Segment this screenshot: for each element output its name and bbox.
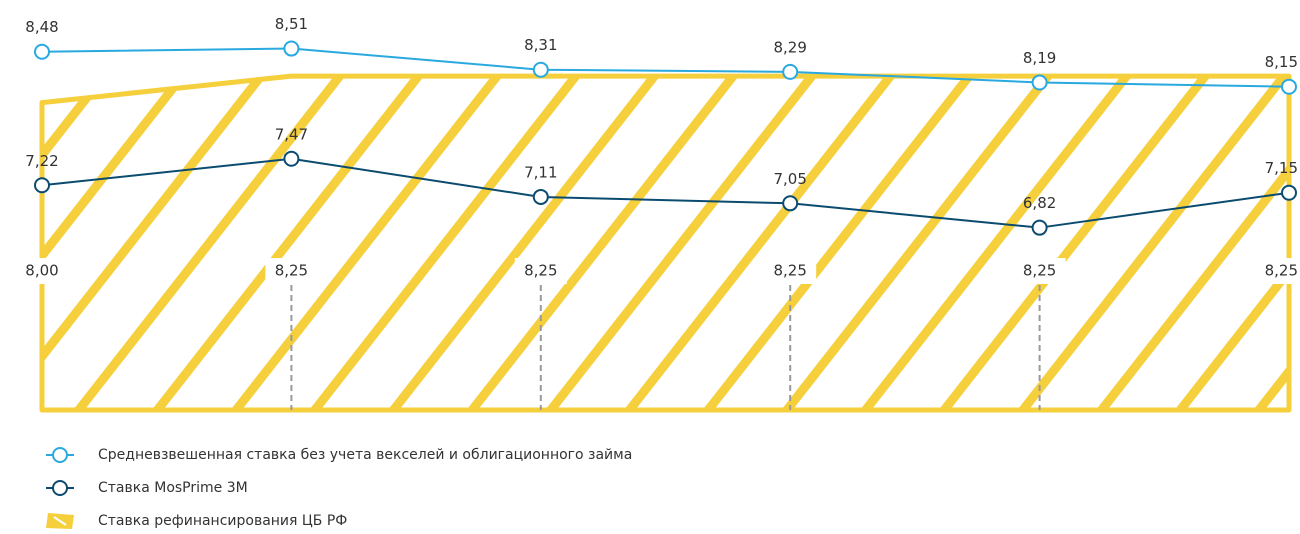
line: [41, 47, 1290, 88]
value-label: 7,47: [275, 125, 308, 143]
value-label: 7,11: [524, 163, 557, 181]
value-label: 8,25: [773, 262, 806, 280]
value-label: 8,25: [524, 262, 557, 280]
value-label: 8,25: [1265, 262, 1298, 280]
line: [41, 157, 1290, 229]
point: [283, 40, 300, 57]
legend-label: Средневзвешенная ставка без учета вексел…: [98, 447, 632, 463]
legend-marker: [52, 447, 68, 463]
point: [1031, 219, 1048, 236]
value-label: 8,29: [773, 38, 806, 56]
value-label: 8,00: [25, 262, 58, 280]
point: [1031, 74, 1048, 91]
label-bg: [1013, 258, 1066, 284]
value-label: 6,82: [1023, 194, 1056, 212]
label-bg: [16, 258, 68, 284]
legend-swatch: [53, 516, 67, 526]
label-bg: [1246, 258, 1298, 284]
value-label: 8,25: [275, 262, 308, 280]
label-bg: [514, 258, 567, 284]
value-label: 8,48: [25, 18, 58, 36]
value-label: 8,51: [275, 15, 308, 33]
point: [782, 63, 799, 80]
point: [283, 150, 300, 167]
label-bg: [265, 258, 318, 284]
legend-label: Ставка MosPrime 3M: [98, 480, 248, 496]
value-label: 8,31: [524, 36, 557, 54]
value-label: 8,25: [1023, 262, 1056, 280]
point: [782, 195, 799, 212]
point: [532, 61, 549, 78]
legend: Средневзвешенная ставка без учета вексел…: [46, 447, 632, 529]
value-label: 7,15: [1265, 159, 1298, 177]
point: [1281, 184, 1297, 201]
area: [39, 73, 1292, 413]
legend-label: Ставка рефинансирования ЦБ РФ: [98, 513, 347, 529]
value-label: 8,19: [1023, 49, 1056, 67]
point: [1281, 78, 1297, 95]
label-bg: [764, 258, 817, 284]
point: [34, 43, 50, 60]
value-label: 7,22: [25, 152, 58, 170]
legend-marker: [52, 480, 68, 496]
point: [532, 188, 549, 205]
value-label: 7,05: [773, 170, 806, 188]
value-label: 8,15: [1265, 53, 1298, 71]
point: [34, 177, 50, 194]
